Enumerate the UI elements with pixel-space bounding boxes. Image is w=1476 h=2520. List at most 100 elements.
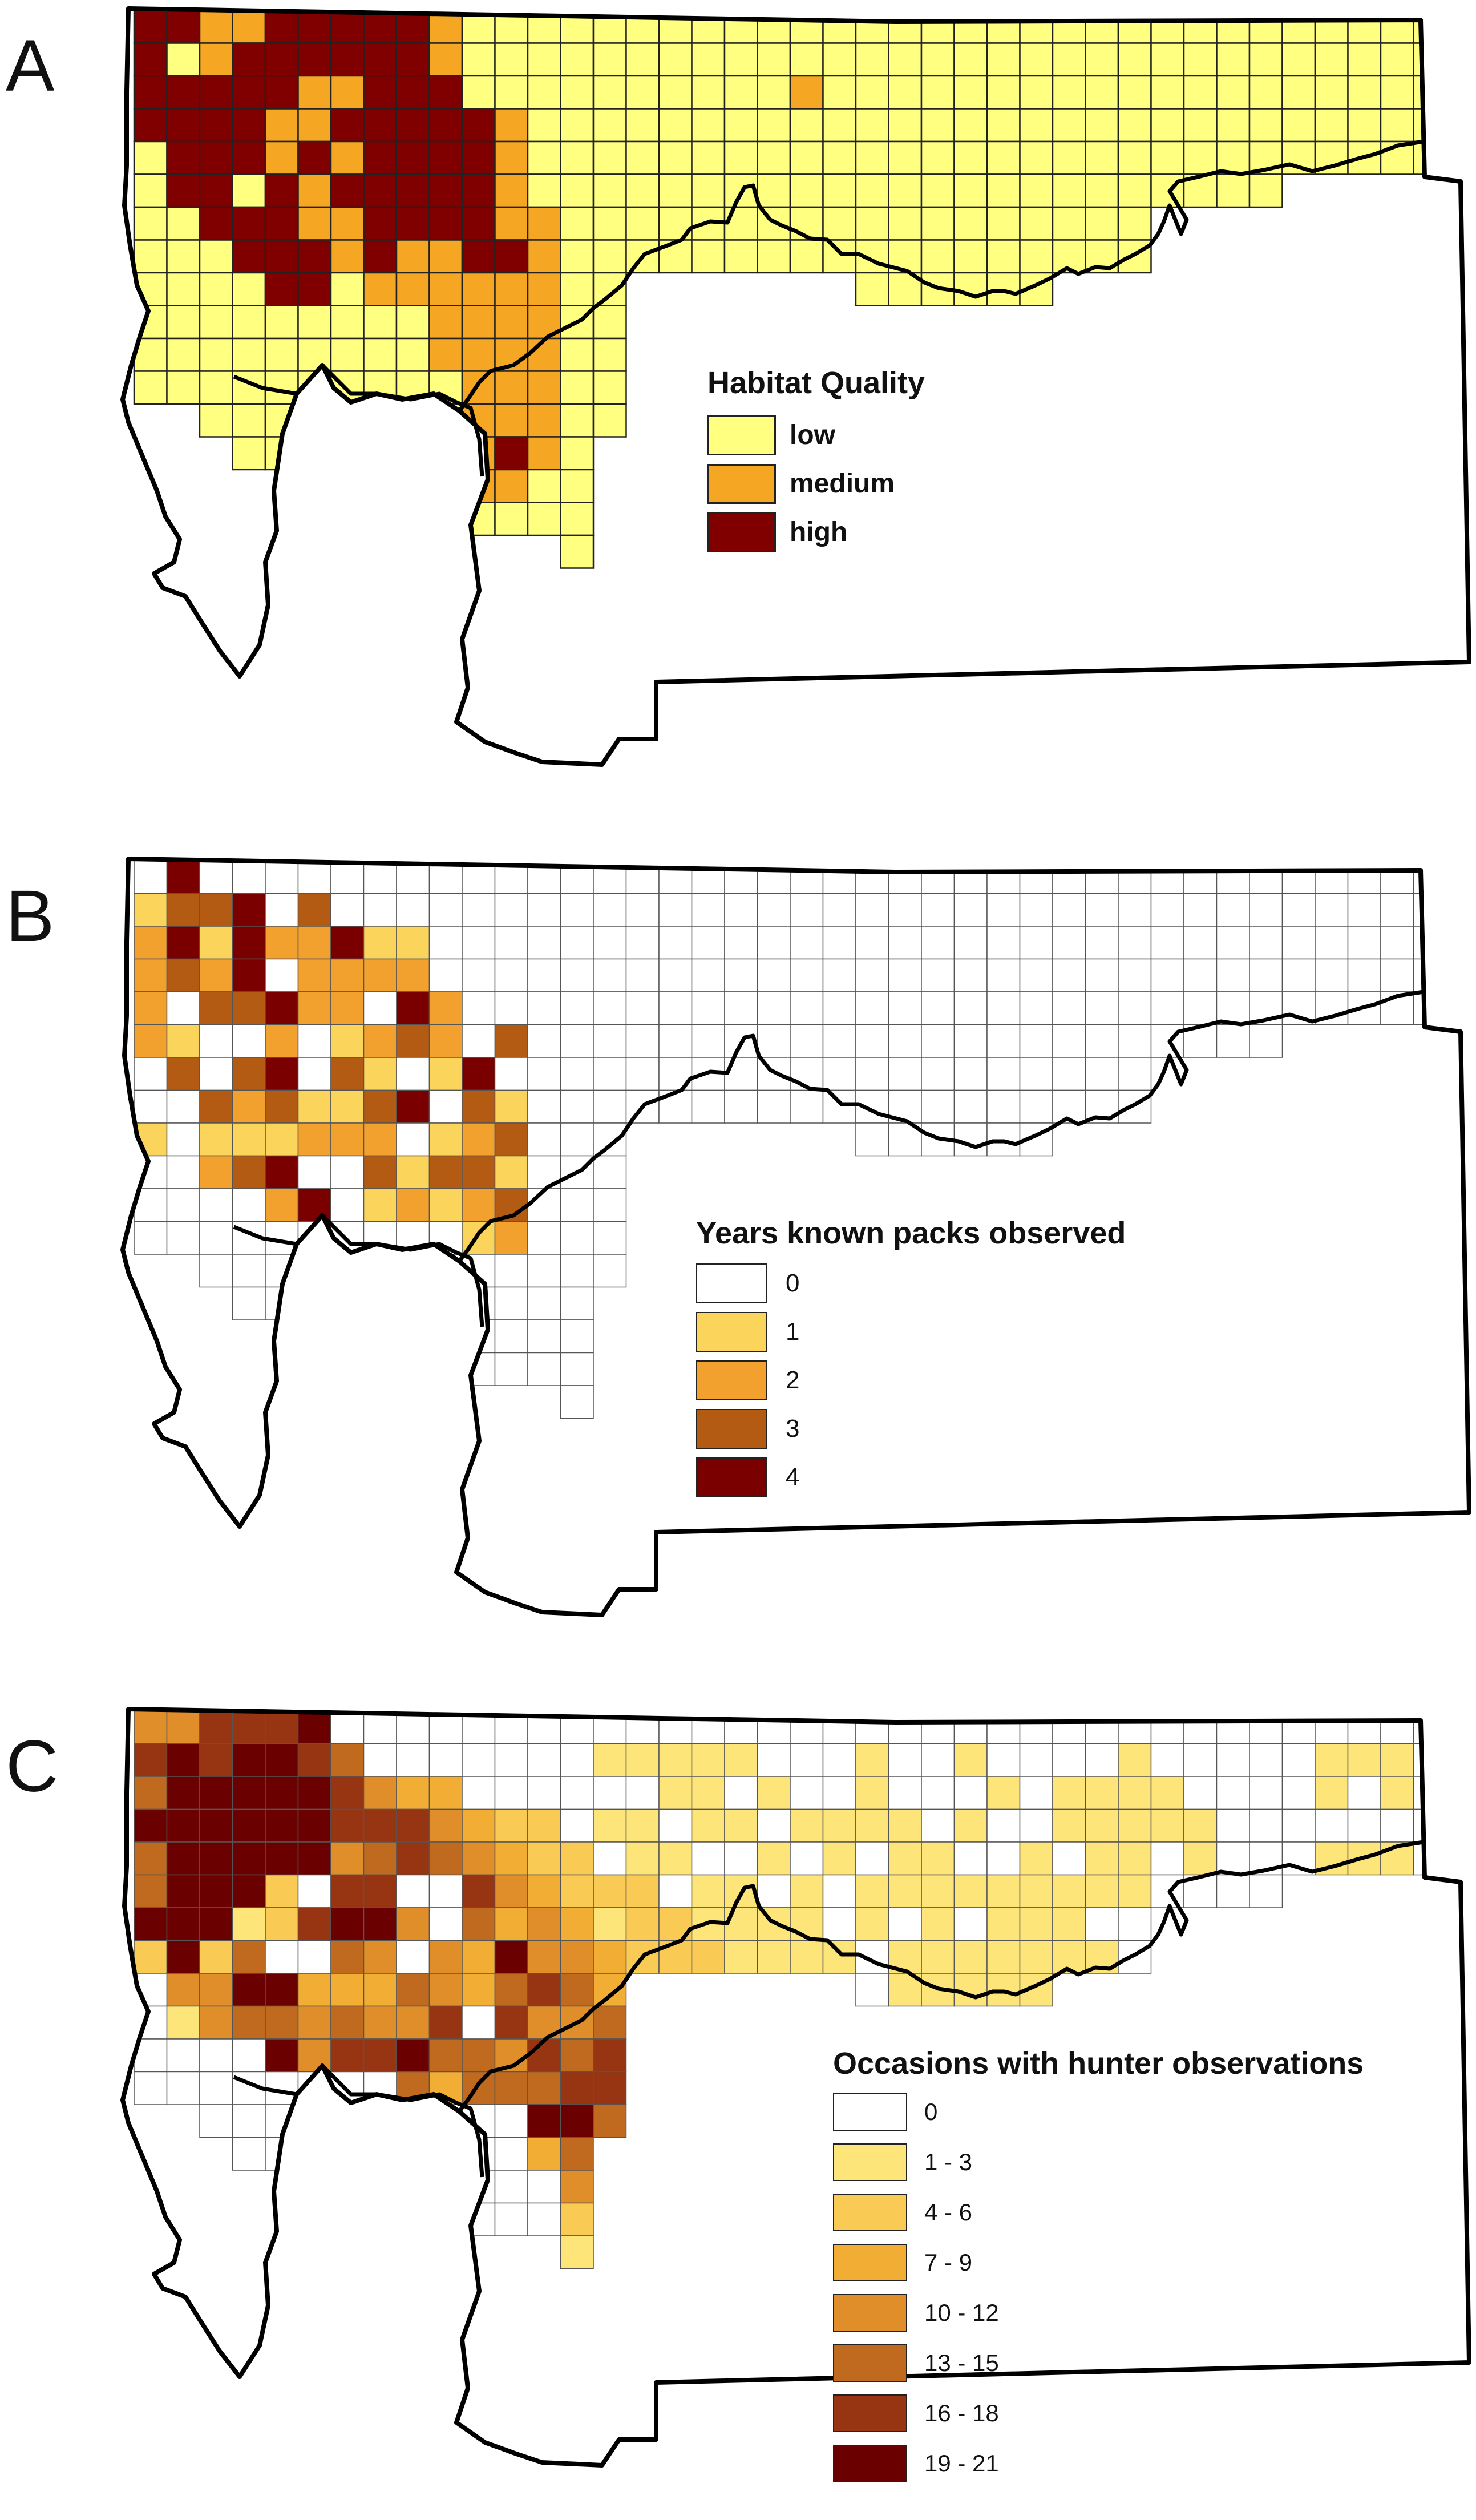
grid-cell — [1380, 75, 1414, 110]
grid-cell — [1085, 206, 1119, 241]
grid-cell — [330, 75, 365, 110]
grid-cell — [265, 1907, 299, 1941]
grid-cell — [527, 370, 561, 405]
grid-cell — [1117, 9, 1152, 44]
grid-cell — [592, 370, 627, 405]
grid-cell — [625, 75, 660, 110]
grid-cell — [1085, 1808, 1119, 1843]
grid-cell — [1052, 108, 1086, 143]
legend-label: 19 - 21 — [924, 2450, 999, 2477]
grid-cell — [822, 892, 856, 927]
grid-cell — [691, 1743, 725, 1777]
grid-cell — [297, 1841, 331, 1876]
grid-cell — [462, 1024, 496, 1058]
grid-cell — [855, 42, 889, 77]
grid-cell — [593, 1254, 627, 1288]
grid-cell — [1248, 75, 1283, 110]
grid-cell — [166, 337, 201, 372]
grid-cell — [691, 173, 726, 208]
grid-cell — [330, 108, 365, 143]
grid-cell — [527, 1221, 561, 1255]
grid-cell — [527, 991, 561, 1025]
grid-cell — [789, 173, 824, 208]
grid-cell — [166, 173, 201, 208]
grid-cell — [855, 108, 889, 143]
grid-cell — [428, 926, 463, 960]
grid-cell — [265, 1776, 299, 1810]
grid-cell — [527, 958, 561, 992]
grid-cell — [855, 1776, 889, 1810]
grid-cell — [199, 1874, 233, 1908]
grid-cell — [297, 2005, 331, 2040]
legend-swatch — [696, 1457, 767, 1497]
grid-cell — [330, 1743, 365, 1777]
grid-cell — [494, 1973, 528, 2007]
grid-cell — [560, 1089, 594, 1124]
grid-cell — [363, 991, 397, 1025]
grid-cell — [232, 1089, 266, 1124]
grid-cell — [953, 1776, 988, 1810]
grid-cell — [560, 1743, 594, 1777]
grid-cell — [592, 239, 627, 274]
grid-cell — [560, 370, 595, 405]
grid-cell — [560, 1319, 594, 1354]
grid-cell — [1052, 1907, 1086, 1941]
grid-cell — [625, 1057, 660, 1091]
grid-cell — [297, 958, 331, 992]
grid-cell — [625, 1024, 660, 1058]
grid-cell — [1281, 892, 1316, 927]
grid-cell — [265, 860, 299, 894]
grid-cell — [921, 1710, 955, 1744]
grid-cell — [1183, 108, 1218, 143]
grid-cell — [297, 860, 331, 894]
grid-cell — [166, 1743, 200, 1777]
grid-cell — [134, 1874, 168, 1908]
grid-cell — [757, 1024, 791, 1058]
grid-cell — [1281, 1743, 1316, 1777]
grid-cell — [1216, 1874, 1250, 1908]
grid-cell — [1150, 1710, 1184, 1744]
grid-cell — [789, 108, 824, 143]
legend-swatch — [833, 2394, 907, 2432]
grid-cell — [363, 926, 397, 960]
grid-cell — [297, 1188, 331, 1222]
grid-cell — [790, 1841, 824, 1876]
grid-cells — [133, 9, 1447, 569]
grid-cell — [1118, 892, 1152, 927]
grid-cell — [822, 1808, 856, 1843]
grid-cell — [199, 2071, 233, 2105]
grid-cell — [133, 239, 168, 274]
grid-cell — [232, 1907, 266, 1941]
grid-cell — [265, 1188, 299, 1222]
grid-cell — [363, 958, 397, 992]
grid-cell — [166, 140, 201, 175]
grid-cell — [1085, 958, 1119, 992]
grid-cell — [1249, 926, 1283, 960]
grid-cell — [1019, 206, 1054, 241]
grid-cell — [527, 1319, 561, 1354]
grid-cell — [888, 1907, 922, 1941]
grid-cell — [232, 1286, 266, 1320]
grid-cell — [428, 1874, 463, 1908]
grid-cell — [757, 1089, 791, 1124]
grid-cell — [199, 860, 233, 894]
grid-cell — [199, 239, 233, 274]
grid-cell — [428, 173, 463, 208]
grid-cell — [1085, 892, 1119, 927]
grid-cell — [462, 1743, 496, 1777]
grid-cell — [264, 239, 299, 274]
grid-cell — [560, 534, 595, 569]
grid-cell — [1347, 958, 1381, 992]
grid-cell — [921, 1841, 955, 1876]
grid-cell — [428, 1940, 463, 1974]
grid-cell — [265, 1743, 299, 1777]
grid-cell — [560, 239, 595, 274]
grid-cell — [396, 926, 430, 960]
grid-cell — [593, 1122, 627, 1157]
grid-cell — [330, 1122, 365, 1157]
grid-cell — [199, 173, 233, 208]
grid-cell — [1249, 1743, 1283, 1777]
grid-cell — [297, 1808, 331, 1843]
grid-cell — [1019, 75, 1054, 110]
grid-cell — [428, 1024, 463, 1058]
